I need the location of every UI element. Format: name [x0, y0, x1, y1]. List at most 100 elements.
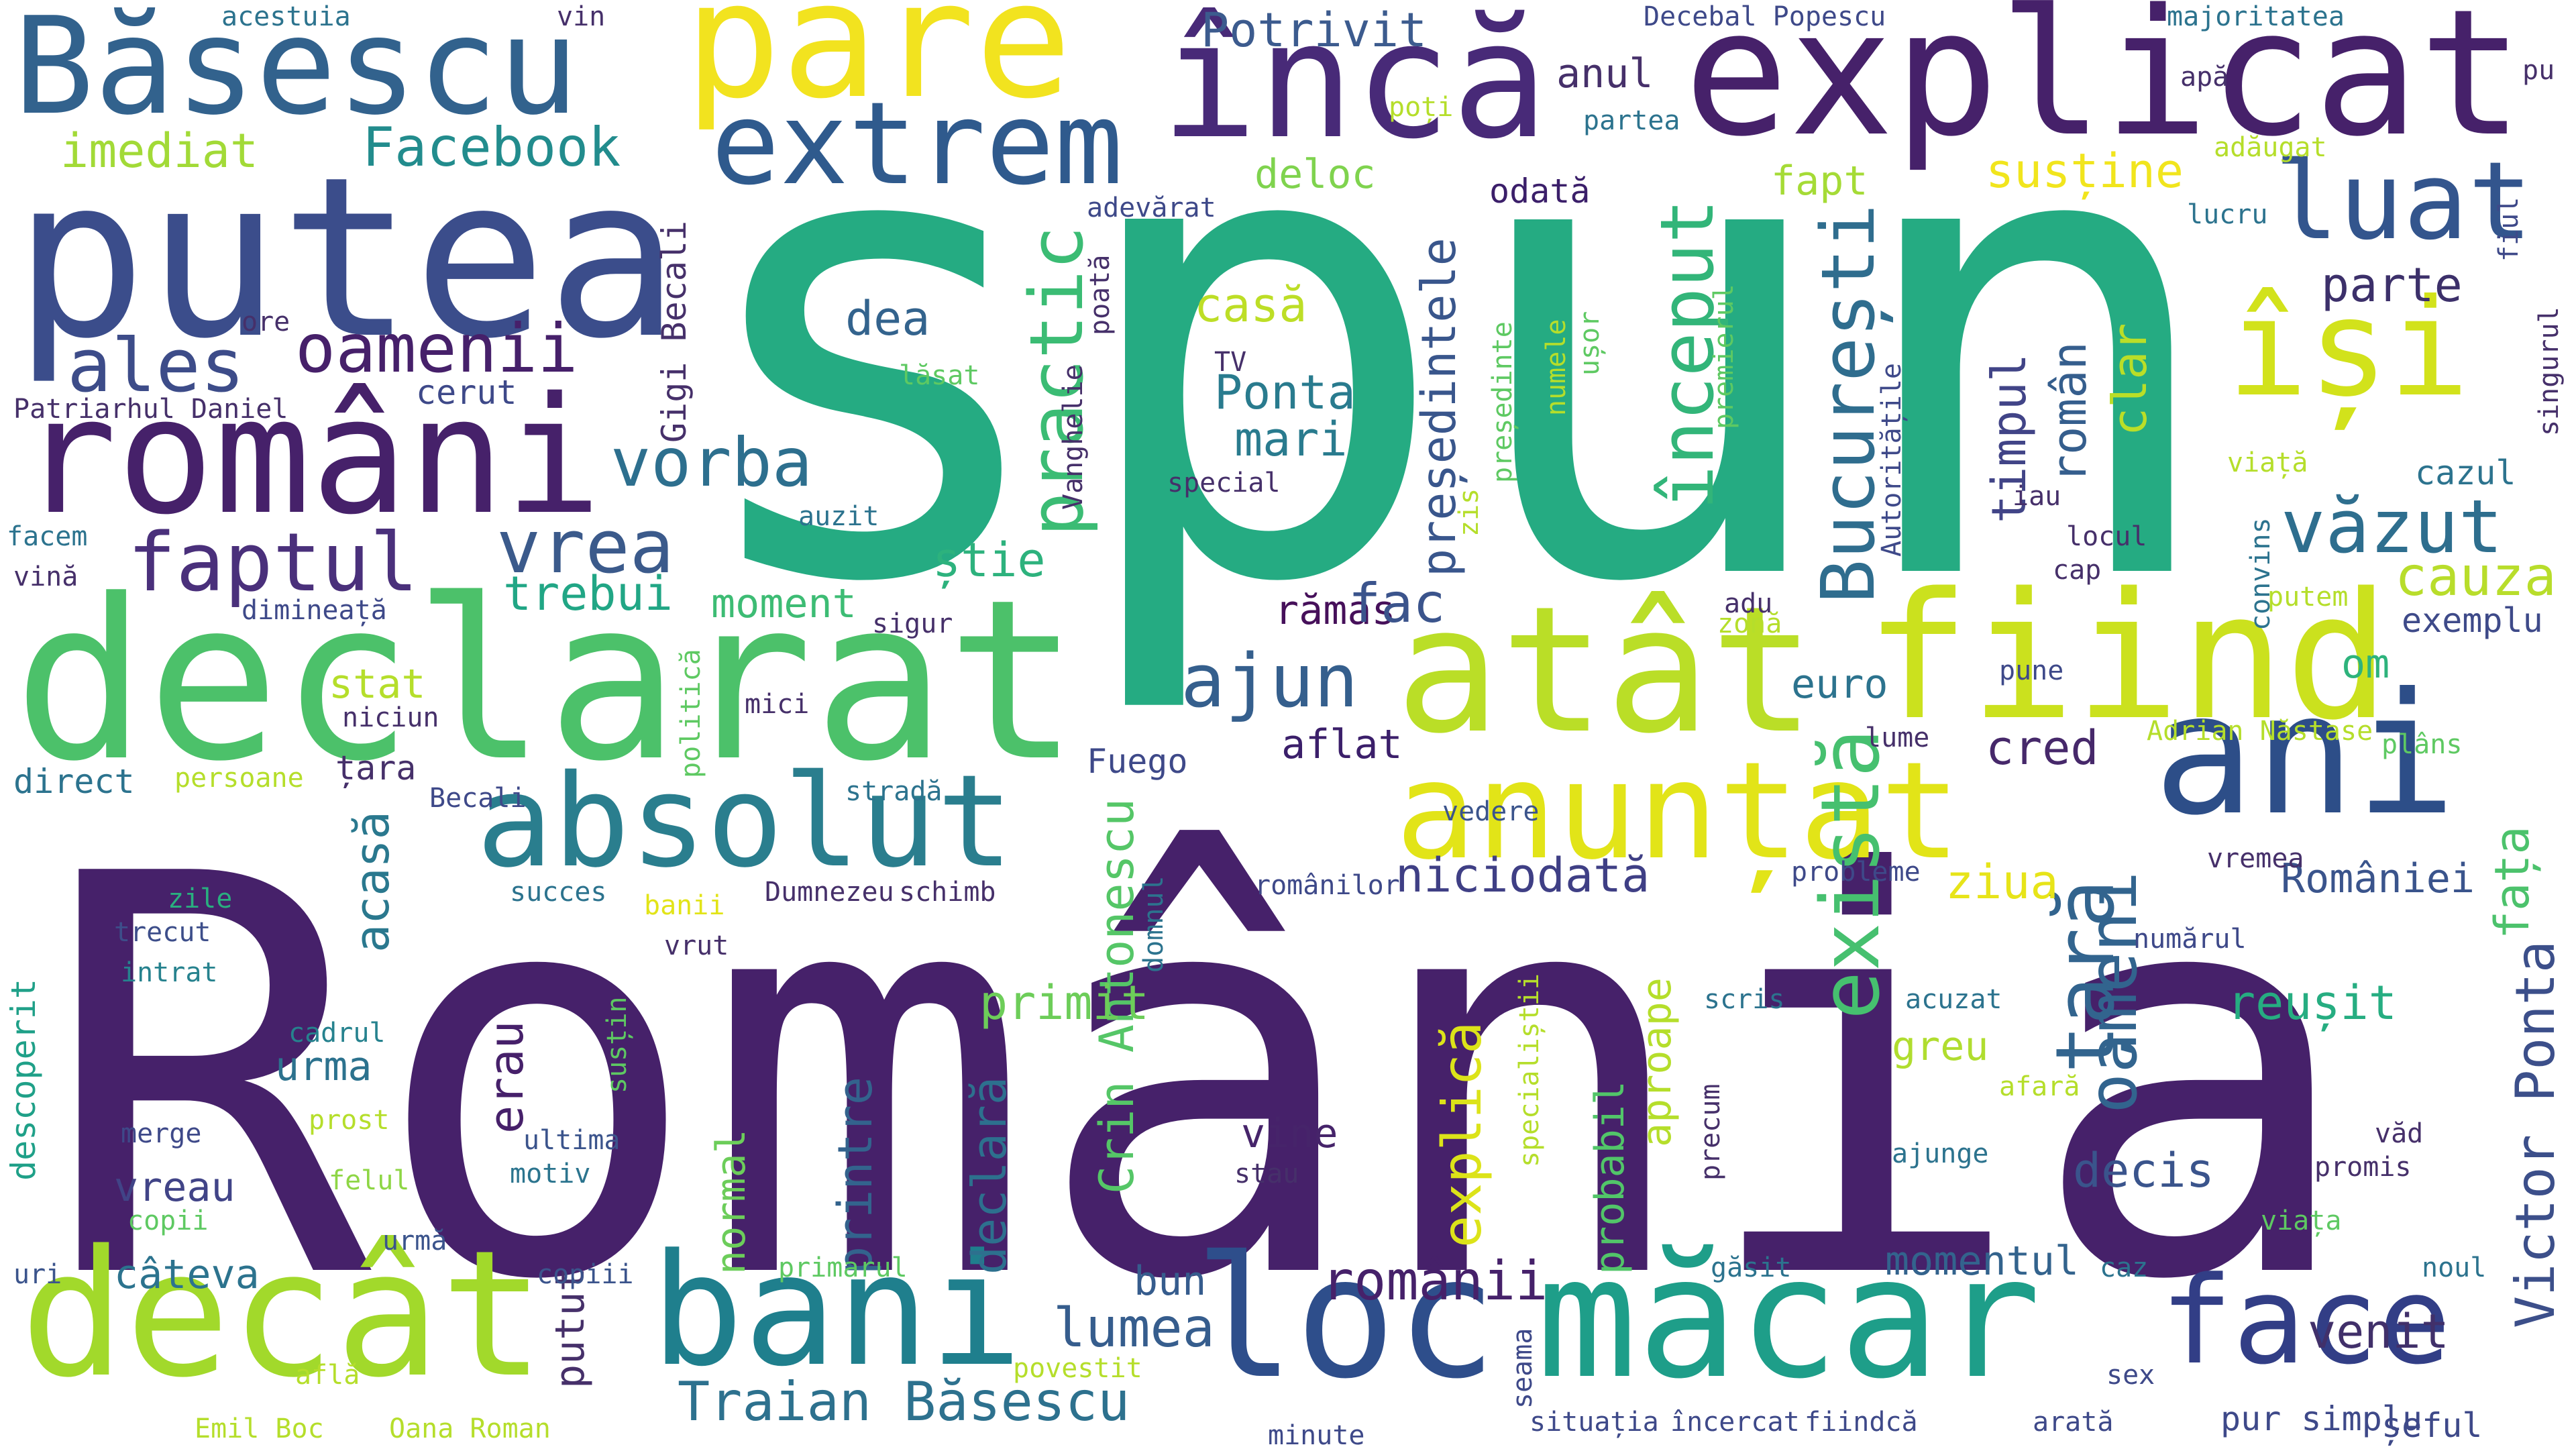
word: românilor: [1254, 870, 1400, 901]
word: direct: [13, 762, 135, 801]
word: urmă: [382, 1226, 447, 1256]
word: merge: [121, 1118, 202, 1149]
word: Becali: [429, 783, 527, 814]
word: niciun: [342, 702, 439, 733]
word: România: [40, 760, 2359, 1400]
word: euro: [1791, 661, 1888, 708]
word: mari: [1234, 412, 1348, 467]
word: parte: [2321, 258, 2463, 313]
word: spun: [678, 0, 2229, 723]
word: cerut: [416, 373, 517, 412]
word: luat: [2274, 138, 2533, 264]
word: adăugat: [2214, 132, 2327, 163]
word: dimineață: [241, 595, 387, 626]
word: vremea: [2207, 843, 2304, 874]
word: mici: [745, 689, 810, 720]
word: pune: [1999, 655, 2064, 686]
word: momentul: [1885, 1238, 2079, 1285]
word: Fuego: [1087, 742, 1188, 781]
word: Patriarhul Daniel: [13, 394, 288, 425]
word: loc: [1194, 1220, 1497, 1415]
word: partea: [1583, 105, 1680, 136]
word: stau: [1234, 1159, 1299, 1189]
word: vrut: [664, 930, 729, 961]
word: vedere: [1442, 796, 1540, 827]
word: TV: [1214, 347, 1247, 378]
word: felul: [329, 1165, 410, 1196]
word: premierul: [1709, 284, 1739, 429]
word: venit: [2308, 1304, 2449, 1359]
word: convins: [2245, 517, 2276, 631]
word: lumea: [1053, 1297, 1215, 1359]
word: anunțat: [1395, 733, 1961, 890]
word: găsit: [1711, 1252, 1792, 1283]
word: încă: [1161, 0, 1548, 174]
word: seama: [1507, 1328, 1538, 1409]
word: banii: [644, 890, 725, 921]
word: domnul: [1138, 875, 1169, 973]
word: ales: [67, 323, 245, 409]
word: explică: [1431, 1021, 1493, 1248]
word: prost: [309, 1105, 390, 1136]
word: locul: [2066, 521, 2147, 552]
word: urma: [275, 1043, 372, 1090]
word: numărul: [2133, 924, 2247, 955]
word: declară: [962, 1076, 1017, 1275]
word: măcar: [1536, 1220, 2041, 1415]
word: noul: [2422, 1252, 2487, 1283]
word: primarul: [778, 1252, 908, 1283]
word: Băsescu: [13, 0, 579, 145]
word: printre: [828, 1076, 883, 1275]
word: Oana Roman: [389, 1413, 551, 1444]
word: vorba: [610, 423, 813, 502]
word: Ponta: [1214, 365, 1356, 420]
word: adu: [1724, 588, 1773, 619]
word: lucru: [2187, 199, 2268, 230]
word: greu: [1892, 1023, 1989, 1070]
word: ore: [241, 307, 290, 337]
word: dea: [845, 291, 930, 346]
word: intrat: [121, 957, 218, 988]
word: bani: [651, 1222, 1022, 1401]
word: românii: [1322, 1250, 1548, 1312]
word: ani: [2153, 657, 2457, 852]
word: absolut: [476, 747, 1014, 896]
word: poată: [1085, 254, 1116, 335]
word: afară: [1999, 1071, 2080, 1102]
word: moment: [711, 580, 857, 627]
word: își: [2227, 270, 2470, 427]
word: acasă: [345, 811, 400, 953]
word: viață: [2227, 447, 2308, 478]
word: faptul: [127, 517, 419, 610]
word: bun: [1134, 1258, 1207, 1305]
word: om: [2341, 641, 2390, 688]
word: facem: [7, 521, 88, 552]
word: precum: [1695, 1083, 1726, 1181]
word: ziua: [1945, 855, 2059, 910]
word: oameni: [2074, 871, 2152, 1114]
word: anul: [1556, 50, 1654, 97]
word: Emil Boc: [195, 1413, 324, 1444]
word: copiii: [537, 1259, 634, 1290]
word: fapt: [1771, 158, 1868, 205]
word: stradă: [845, 776, 943, 807]
word: odată: [1489, 172, 1591, 211]
word: deloc: [1254, 151, 1376, 198]
word: trebui: [503, 566, 673, 621]
word: șeful: [2381, 1406, 2483, 1445]
word: Dumnezeu: [765, 877, 894, 908]
word: vrea: [496, 504, 674, 590]
word: plâns: [2381, 729, 2463, 760]
word: decis: [2073, 1143, 2214, 1198]
word: văzut: [2281, 484, 2504, 570]
word: povestit: [1013, 1353, 1142, 1384]
word: Traian Băsescu: [678, 1371, 1130, 1433]
word: vreau: [114, 1164, 235, 1211]
word: exemplu: [2402, 601, 2543, 640]
word: oamenii: [295, 309, 578, 388]
word: încercat: [1670, 1407, 1800, 1438]
word: cadrul: [288, 1018, 386, 1049]
word: Facebook: [362, 116, 621, 178]
word: politică: [676, 649, 706, 778]
word: auzit: [798, 501, 879, 532]
